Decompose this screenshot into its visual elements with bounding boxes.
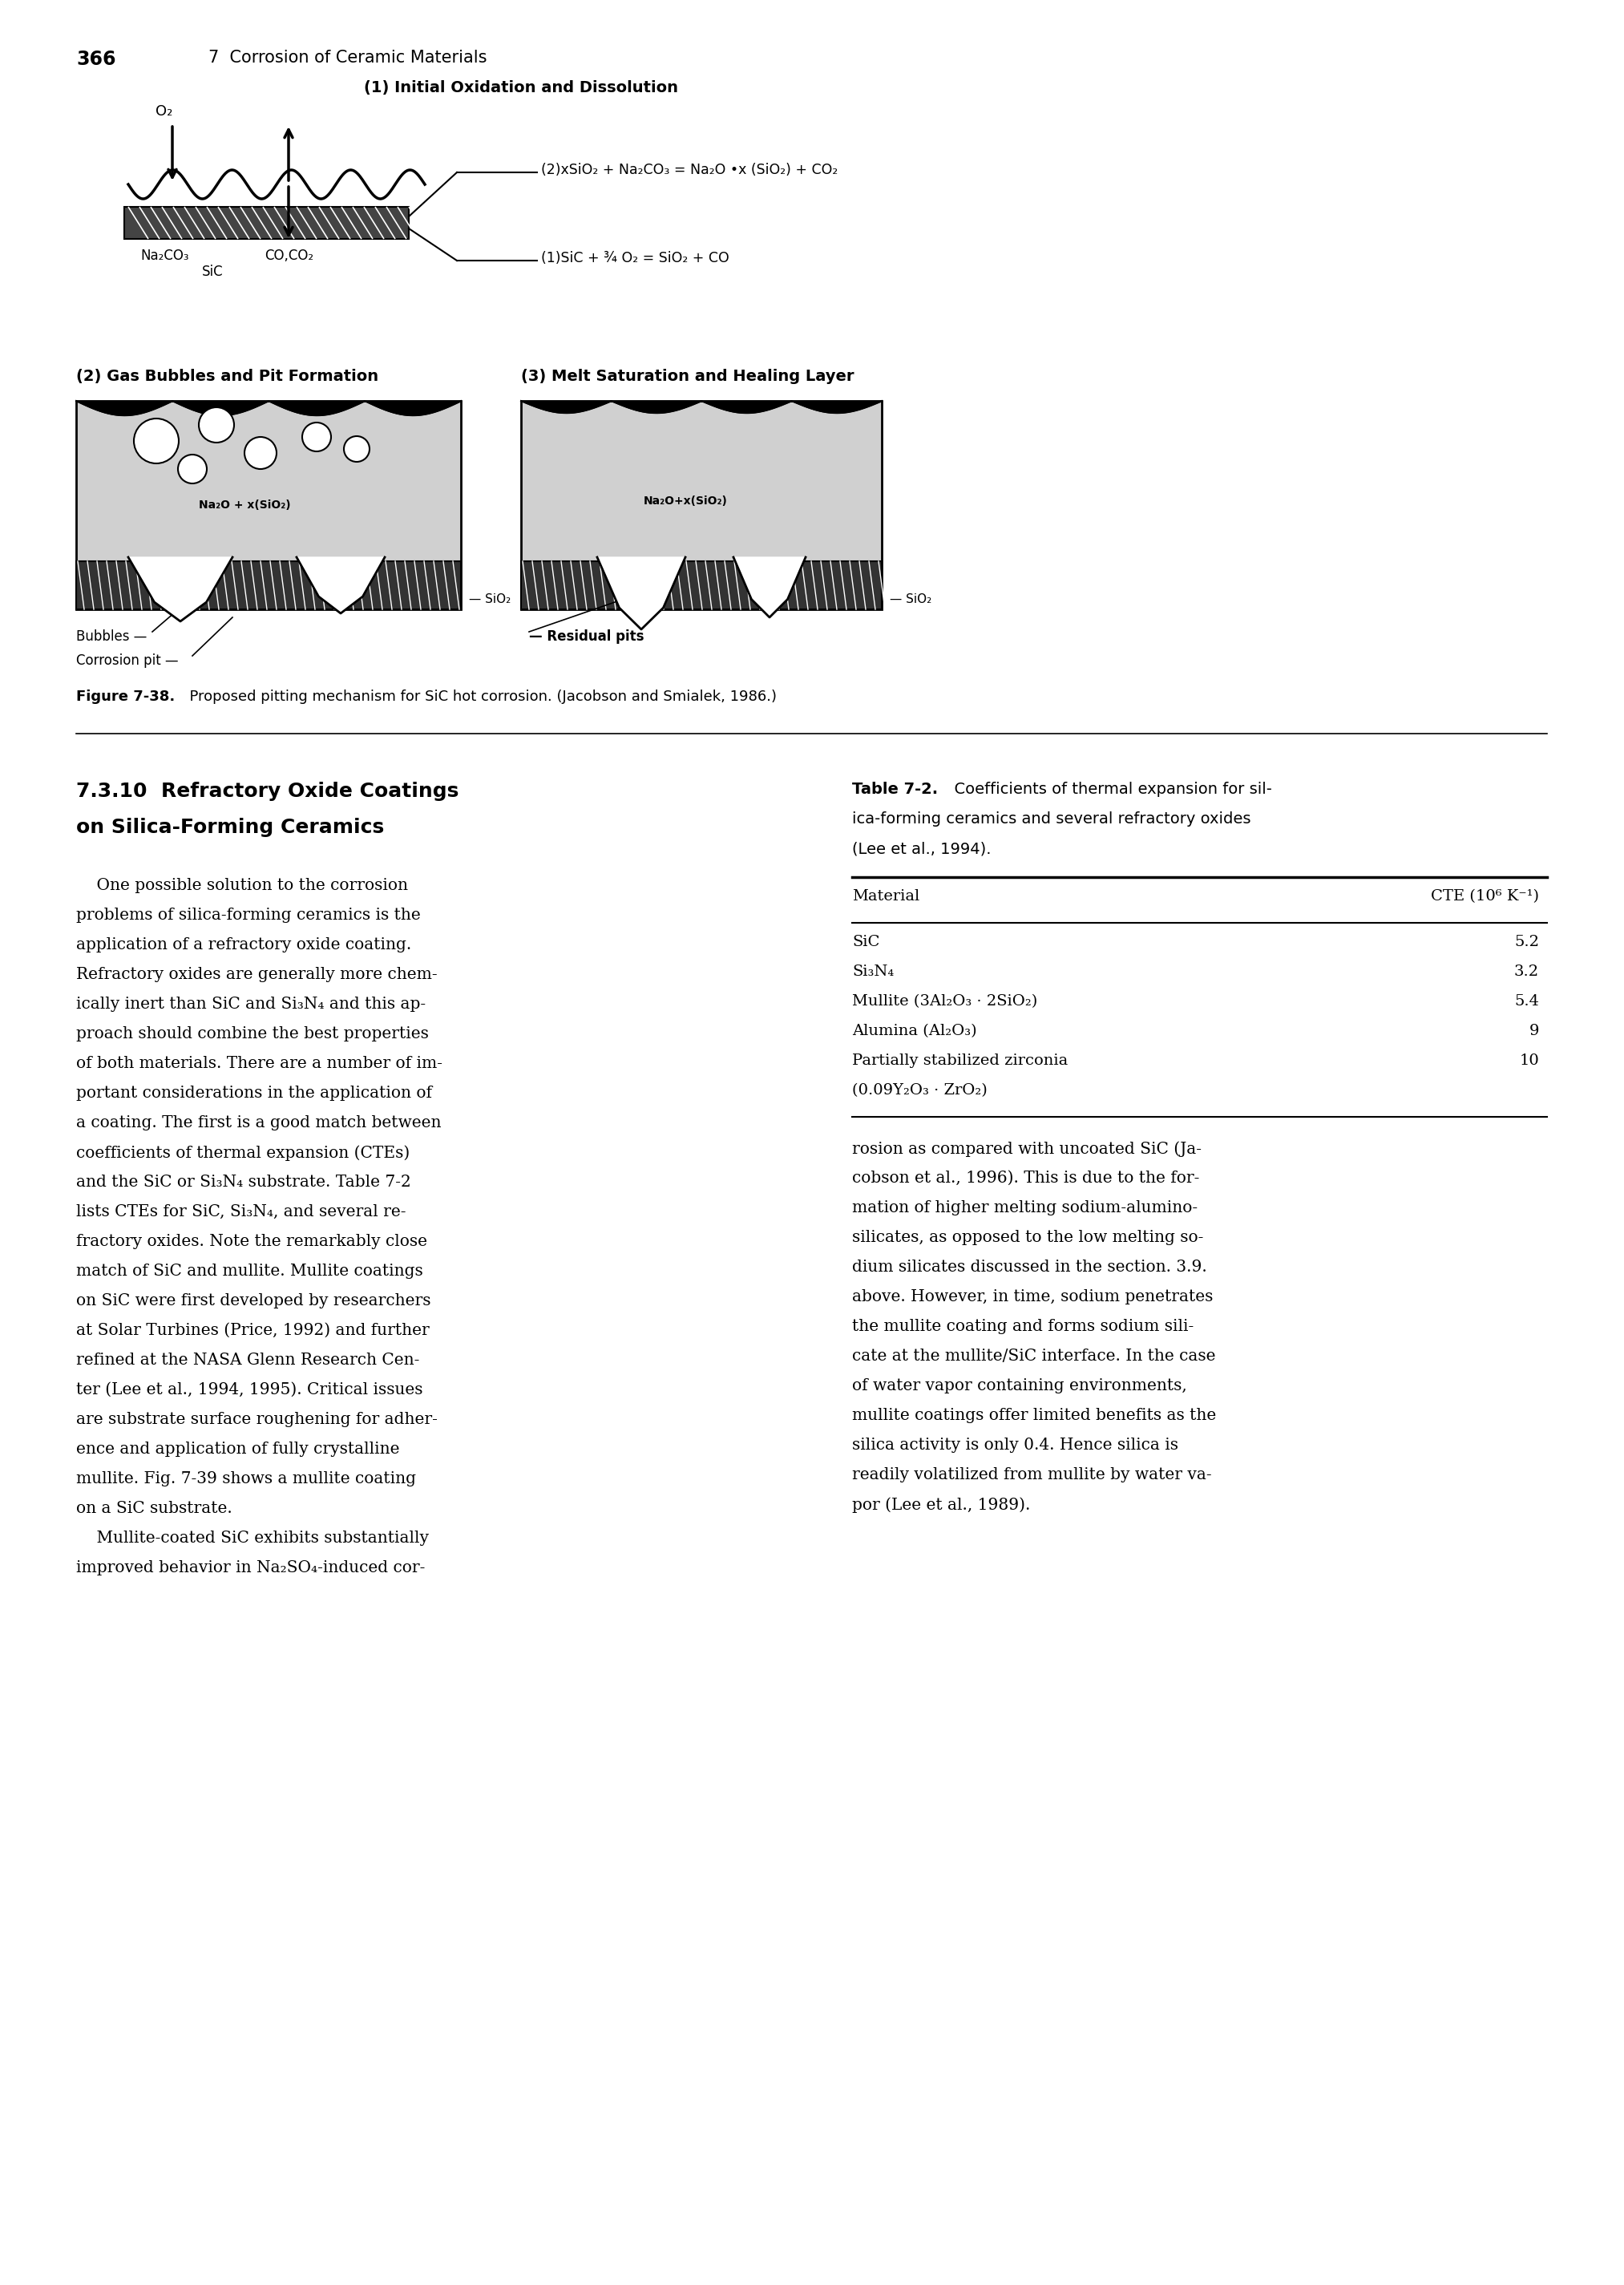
Text: — SiO₂: — SiO₂ xyxy=(890,594,932,606)
Text: of water vapor containing environments,: of water vapor containing environments, xyxy=(853,1378,1187,1394)
Text: 5.2: 5.2 xyxy=(1514,935,1540,948)
Text: proach should combine the best properties: proach should combine the best propertie… xyxy=(76,1026,429,1042)
Text: portant considerations in the application of: portant considerations in the applicatio… xyxy=(76,1085,432,1101)
Text: lists CTEs for SiC, Si₃N₄, and several re-: lists CTEs for SiC, Si₃N₄, and several r… xyxy=(76,1204,406,1220)
Text: SiC: SiC xyxy=(853,935,880,948)
Text: on a SiC substrate.: on a SiC substrate. xyxy=(76,1501,232,1517)
Text: mullite coatings offer limited benefits as the: mullite coatings offer limited benefits … xyxy=(853,1408,1216,1424)
Circle shape xyxy=(344,436,370,462)
Text: (3) Melt Saturation and Healing Layer: (3) Melt Saturation and Healing Layer xyxy=(521,368,854,384)
Text: (0.09Y₂O₃ · ZrO₂): (0.09Y₂O₃ · ZrO₂) xyxy=(853,1083,987,1097)
Text: the mullite coating and forms sodium sili-: the mullite coating and forms sodium sil… xyxy=(853,1318,1194,1334)
Text: mullite. Fig. 7-39 shows a mullite coating: mullite. Fig. 7-39 shows a mullite coati… xyxy=(76,1472,416,1488)
Text: refined at the NASA Glenn Research Cen-: refined at the NASA Glenn Research Cen- xyxy=(76,1353,419,1369)
Bar xyxy=(125,208,409,240)
Bar xyxy=(76,562,461,610)
Text: Coefficients of thermal expansion for sil-: Coefficients of thermal expansion for si… xyxy=(944,781,1272,797)
Text: improved behavior in Na₂SO₄-induced cor-: improved behavior in Na₂SO₄-induced cor- xyxy=(76,1561,425,1574)
Text: on Silica-Forming Ceramics: on Silica-Forming Ceramics xyxy=(76,818,385,836)
Text: fractory oxides. Note the remarkably close: fractory oxides. Note the remarkably clo… xyxy=(76,1234,427,1250)
Bar xyxy=(521,562,882,610)
Circle shape xyxy=(133,418,179,464)
Text: Na₂CO₃: Na₂CO₃ xyxy=(140,249,188,263)
Text: problems of silica-forming ceramics is the: problems of silica-forming ceramics is t… xyxy=(76,907,421,923)
Text: SiC: SiC xyxy=(201,265,222,279)
Text: coefficients of thermal expansion (CTEs): coefficients of thermal expansion (CTEs) xyxy=(76,1145,409,1161)
Text: Refractory oxides are generally more chem-: Refractory oxides are generally more che… xyxy=(76,967,437,983)
Polygon shape xyxy=(128,558,232,622)
Text: 7.3.10  Refractory Oxide Coatings: 7.3.10 Refractory Oxide Coatings xyxy=(76,781,460,802)
Text: por (Lee et al., 1989).: por (Lee et al., 1989). xyxy=(853,1497,1030,1513)
Text: (1) Initial Oxidation and Dissolution: (1) Initial Oxidation and Dissolution xyxy=(364,80,679,96)
Text: CTE (10⁶ K⁻¹): CTE (10⁶ K⁻¹) xyxy=(1431,889,1540,903)
Text: readily volatilized from mullite by water va-: readily volatilized from mullite by wate… xyxy=(853,1467,1212,1483)
Text: Mullite (3Al₂O₃ · 2SiO₂): Mullite (3Al₂O₃ · 2SiO₂) xyxy=(853,994,1038,1008)
Text: silica activity is only 0.4. Hence silica is: silica activity is only 0.4. Hence silic… xyxy=(853,1437,1179,1453)
Text: Alumina (Al₂O₃): Alumina (Al₂O₃) xyxy=(853,1024,976,1037)
Circle shape xyxy=(245,436,276,468)
Text: and the SiC or Si₃N₄ substrate. Table 7-2: and the SiC or Si₃N₄ substrate. Table 7-… xyxy=(76,1174,411,1190)
Text: Corrosion pit —: Corrosion pit — xyxy=(76,654,179,667)
Circle shape xyxy=(302,423,331,452)
Text: O₂: O₂ xyxy=(156,105,172,119)
Text: rosion as compared with uncoated SiC (Ja-: rosion as compared with uncoated SiC (Ja… xyxy=(853,1140,1202,1156)
Text: Material: Material xyxy=(853,889,919,903)
Text: 7  Corrosion of Ceramic Materials: 7 Corrosion of Ceramic Materials xyxy=(208,50,487,66)
Text: Figure 7-38.: Figure 7-38. xyxy=(76,690,175,704)
Text: ica-forming ceramics and several refractory oxides: ica-forming ceramics and several refract… xyxy=(853,811,1250,827)
Text: Bubbles —: Bubbles — xyxy=(76,628,148,644)
Text: silicates, as opposed to the low melting so-: silicates, as opposed to the low melting… xyxy=(853,1229,1203,1245)
Text: mation of higher melting sodium-alumino-: mation of higher melting sodium-alumino- xyxy=(853,1200,1197,1216)
Text: 3.2: 3.2 xyxy=(1514,964,1540,978)
Polygon shape xyxy=(734,558,806,617)
Text: Table 7-2.: Table 7-2. xyxy=(853,781,939,797)
Text: One possible solution to the corrosion: One possible solution to the corrosion xyxy=(76,877,408,893)
Text: 5.4: 5.4 xyxy=(1514,994,1540,1008)
Text: at Solar Turbines (Price, 1992) and further: at Solar Turbines (Price, 1992) and furt… xyxy=(76,1323,429,1339)
Text: (Lee et al., 1994).: (Lee et al., 1994). xyxy=(853,841,991,857)
Text: — SiO₂: — SiO₂ xyxy=(469,594,512,606)
Text: dium silicates discussed in the section. 3.9.: dium silicates discussed in the section.… xyxy=(853,1259,1207,1275)
Text: of both materials. There are a number of im-: of both materials. There are a number of… xyxy=(76,1056,442,1072)
Text: a coating. The first is a good match between: a coating. The first is a good match bet… xyxy=(76,1115,442,1131)
Text: ically inert than SiC and Si₃N₄ and this ap-: ically inert than SiC and Si₃N₄ and this… xyxy=(76,996,425,1012)
Circle shape xyxy=(198,407,234,443)
Text: above. However, in time, sodium penetrates: above. However, in time, sodium penetrat… xyxy=(853,1289,1213,1305)
Text: ence and application of fully crystalline: ence and application of fully crystallin… xyxy=(76,1442,400,1458)
Text: Partially stabilized zirconia: Partially stabilized zirconia xyxy=(853,1053,1069,1067)
Text: ter (Lee et al., 1994, 1995). Critical issues: ter (Lee et al., 1994, 1995). Critical i… xyxy=(76,1382,422,1398)
Text: match of SiC and mullite. Mullite coatings: match of SiC and mullite. Mullite coatin… xyxy=(76,1264,422,1280)
Text: 9: 9 xyxy=(1530,1024,1540,1037)
Circle shape xyxy=(179,455,206,484)
Text: (1)SiC + ¾ O₂ = SiO₂ + CO: (1)SiC + ¾ O₂ = SiO₂ + CO xyxy=(541,251,729,265)
Polygon shape xyxy=(297,558,385,612)
Text: Na₂O + x(SiO₂): Na₂O + x(SiO₂) xyxy=(198,500,291,512)
Text: CO,CO₂: CO,CO₂ xyxy=(265,249,313,263)
Text: Mullite-coated SiC exhibits substantially: Mullite-coated SiC exhibits substantiall… xyxy=(76,1531,429,1545)
Text: — Residual pits: — Residual pits xyxy=(529,628,645,644)
Text: cate at the mullite/SiC interface. In the case: cate at the mullite/SiC interface. In th… xyxy=(853,1348,1216,1364)
Text: (2)xSiO₂ + Na₂CO₃ = Na₂O •x (SiO₂) + CO₂: (2)xSiO₂ + Na₂CO₃ = Na₂O •x (SiO₂) + CO₂ xyxy=(541,162,838,178)
Polygon shape xyxy=(598,558,685,628)
Text: on SiC were first developed by researchers: on SiC were first developed by researche… xyxy=(76,1293,430,1309)
Bar xyxy=(76,400,461,610)
Text: are substrate surface roughening for adher-: are substrate surface roughening for adh… xyxy=(76,1412,437,1428)
Text: application of a refractory oxide coating.: application of a refractory oxide coatin… xyxy=(76,937,411,953)
Text: cobson et al., 1996). This is due to the for-: cobson et al., 1996). This is due to the… xyxy=(853,1170,1200,1186)
Bar xyxy=(521,400,882,610)
Text: Na₂O+x(SiO₂): Na₂O+x(SiO₂) xyxy=(643,496,728,507)
Text: Proposed pitting mechanism for SiC hot corrosion. (Jacobson and Smialek, 1986.): Proposed pitting mechanism for SiC hot c… xyxy=(180,690,776,704)
Text: (2) Gas Bubbles and Pit Formation: (2) Gas Bubbles and Pit Formation xyxy=(76,368,378,384)
Text: 10: 10 xyxy=(1518,1053,1540,1067)
Text: 366: 366 xyxy=(76,50,115,69)
Text: Si₃N₄: Si₃N₄ xyxy=(853,964,893,978)
